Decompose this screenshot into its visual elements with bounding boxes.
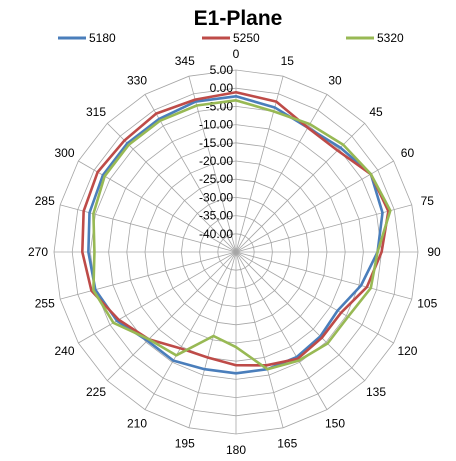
grid-spoke — [235, 251, 412, 300]
grid-spoke — [235, 160, 394, 253]
series-line-5320 — [92, 99, 392, 371]
angle-tick-label: 270 — [28, 245, 48, 259]
grid-spoke — [107, 251, 237, 381]
angle-tick-label: 150 — [325, 416, 345, 430]
grid-spoke — [78, 251, 237, 344]
angle-tick-label: 165 — [277, 436, 297, 450]
radial-tick-label: -10.00 — [199, 118, 233, 132]
radial-tick-label: -15.00 — [199, 136, 233, 150]
grid-spoke — [144, 251, 237, 410]
angle-tick-label: 255 — [35, 296, 55, 310]
angle-tick-label: 120 — [397, 344, 417, 358]
radial-tick-labels: 5.000.00-5.00-10.00-15.00-20.00-25.00-30… — [199, 63, 233, 241]
angle-tick-label: 75 — [421, 194, 435, 208]
angle-tick-label: 45 — [369, 105, 383, 119]
grid-spoke — [60, 251, 237, 300]
grid-spoke — [235, 76, 284, 253]
angle-tick-label: 240 — [55, 344, 75, 358]
angle-tick-label: 330 — [127, 74, 147, 88]
chart-title: E1-Plane — [194, 7, 283, 30]
angle-tick-label: 285 — [35, 194, 55, 208]
radial-tick-label: -30.00 — [199, 190, 233, 204]
angle-tick-label: 90 — [427, 245, 441, 259]
legend-label: 5180 — [89, 31, 116, 45]
angle-tick-label: 135 — [366, 385, 386, 399]
legend: 5180 5250 5320 — [58, 31, 404, 45]
radial-tick-label: -40.00 — [199, 227, 233, 241]
series-lines — [81, 90, 392, 375]
grid-spoke — [235, 94, 328, 253]
angle-tick-label: 30 — [328, 74, 342, 88]
grid-spoke — [235, 251, 284, 428]
angle-tick-label: 345 — [175, 54, 195, 68]
grid-spoke — [188, 251, 237, 428]
angle-tick-label: 0 — [233, 47, 240, 61]
angle-tick-label: 225 — [86, 385, 106, 399]
angle-tick-label: 105 — [417, 296, 437, 310]
grid-spoke — [235, 251, 394, 344]
angle-tick-label: 195 — [175, 436, 195, 450]
angle-tick-labels: 0 15 30 45 60 75 90 105 120 135 150 165 180 195 210 225… — [28, 47, 441, 457]
grid-spoke — [235, 251, 328, 410]
radial-tick-label: -35.00 — [199, 209, 233, 223]
legend-label: 5320 — [377, 31, 404, 45]
angle-tick-label: 60 — [401, 146, 415, 160]
radial-tick-label: -20.00 — [199, 154, 233, 168]
polar-grid — [53, 69, 419, 435]
angle-tick-label: 210 — [127, 416, 147, 430]
grid-spoke — [235, 251, 365, 381]
angle-tick-label: 180 — [226, 443, 246, 457]
angle-tick-label: 15 — [281, 54, 295, 68]
angle-tick-label: 300 — [55, 146, 75, 160]
legend-label: 5250 — [233, 31, 260, 45]
radial-tick-label: 5.00 — [210, 63, 234, 77]
radial-tick-label: -25.00 — [199, 172, 233, 186]
angle-tick-label: 315 — [86, 105, 106, 119]
radial-tick-label: 0.00 — [210, 81, 234, 95]
